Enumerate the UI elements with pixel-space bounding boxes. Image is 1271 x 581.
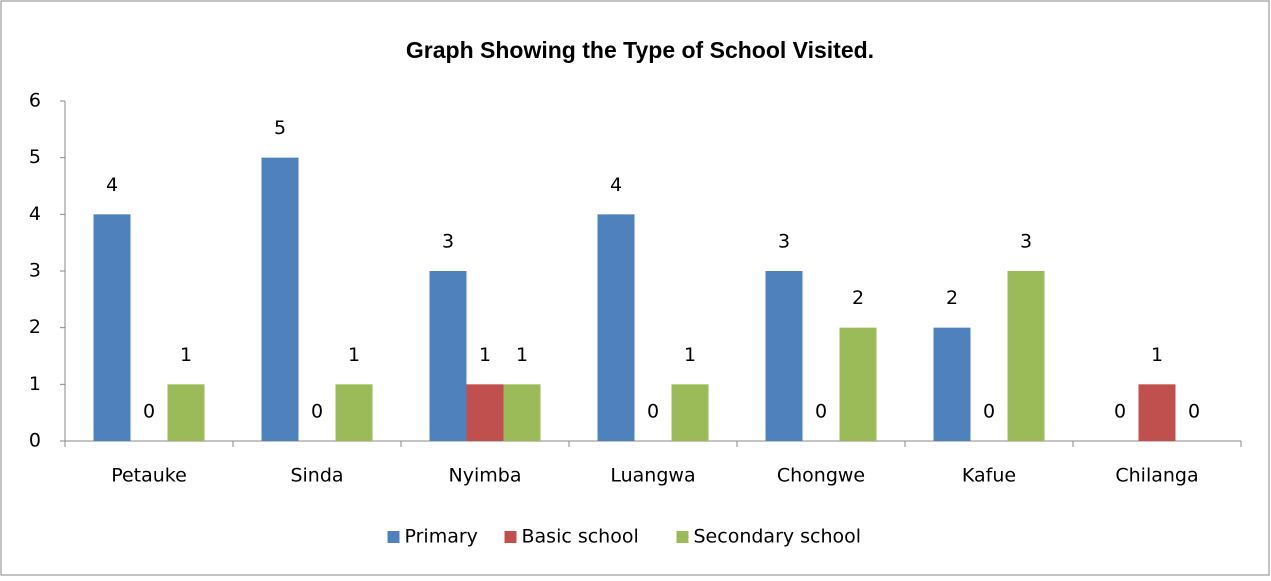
bar [1007, 271, 1045, 441]
legend-label: Primary [405, 526, 478, 548]
legend-swatch [504, 531, 517, 543]
data-label: 0 [983, 401, 995, 423]
data-label: 0 [647, 401, 659, 423]
x-tick-label: Sinda [290, 465, 343, 487]
bar [839, 327, 877, 441]
data-label: 5 [274, 117, 286, 139]
y-tick-label: 4 [29, 203, 41, 225]
data-label: 4 [106, 174, 118, 196]
bar [167, 384, 205, 441]
x-tick-label: Kafue [962, 465, 1016, 487]
data-label: 1 [180, 344, 192, 366]
bar [765, 271, 803, 441]
data-label: 3 [1020, 231, 1032, 253]
x-tick-label: Chilanga [1115, 465, 1198, 487]
data-label: 4 [610, 174, 622, 196]
data-label: 1 [348, 344, 360, 366]
bar [597, 214, 635, 441]
data-label: 3 [442, 231, 454, 253]
data-label: 1 [684, 344, 696, 366]
y-tick-label: 3 [29, 260, 41, 282]
legend-swatch [387, 531, 400, 543]
x-tick-label: Nyimba [449, 465, 522, 487]
data-label: 0 [311, 401, 323, 423]
data-label: 1 [479, 344, 491, 366]
bar [933, 327, 971, 441]
legend-label: Basic school [522, 526, 639, 548]
data-label: 2 [852, 287, 864, 309]
legend-label: Secondary school [694, 526, 862, 548]
x-tick-label: Luangwa [610, 465, 695, 487]
bar [1138, 384, 1176, 441]
data-label: 0 [815, 401, 827, 423]
bar [503, 384, 541, 441]
y-tick-label: 5 [29, 146, 41, 168]
bar [671, 384, 709, 441]
data-label: 0 [1114, 401, 1126, 423]
bar [466, 384, 504, 441]
bar [335, 384, 373, 441]
y-tick-label: 2 [29, 316, 41, 338]
x-tick-label: Petauke [111, 465, 187, 487]
data-label: 0 [1188, 401, 1200, 423]
y-tick-label: 6 [29, 90, 41, 112]
data-label: 1 [516, 344, 528, 366]
data-label: 2 [946, 287, 958, 309]
bar [261, 157, 299, 441]
bar [93, 214, 131, 441]
y-tick-label: 1 [29, 373, 41, 395]
data-label: 0 [143, 401, 155, 423]
bar [429, 271, 467, 441]
chart-title: Graph Showing the Type of School Visited… [406, 37, 874, 63]
data-label: 1 [1151, 344, 1163, 366]
x-tick-label: Chongwe [777, 465, 865, 487]
data-label: 3 [778, 231, 790, 253]
y-tick-label: 0 [29, 430, 41, 452]
legend-swatch [676, 531, 689, 543]
